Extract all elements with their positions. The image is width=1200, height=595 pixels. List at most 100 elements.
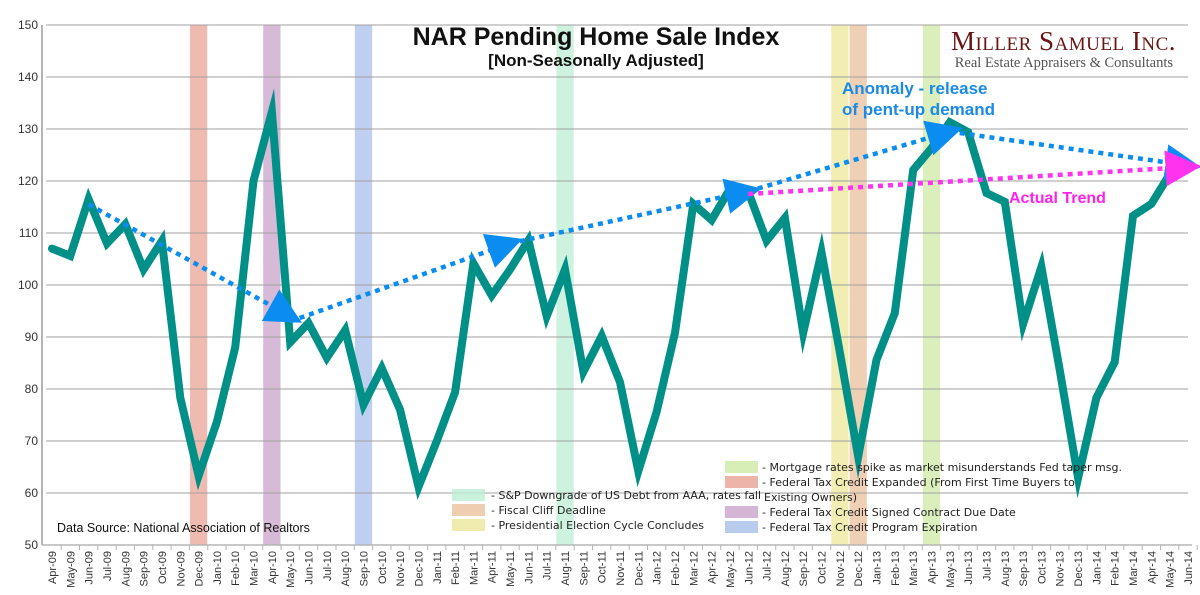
- x-tick-label: May-12: [725, 551, 737, 588]
- legend-swatch-nov-12: [452, 519, 485, 531]
- x-tick-label: Jul-11: [542, 551, 554, 580]
- x-tick-label: Apr-13: [926, 551, 938, 584]
- x-tick-label: Feb-13: [890, 551, 902, 586]
- brand-logo: Miller Samuel Inc. Real Estate Appraiser…: [951, 26, 1176, 71]
- x-tick-label: Dec-11: [633, 551, 645, 586]
- x-tick-label: Feb-12: [670, 551, 682, 586]
- x-tick-label: Feb-10: [230, 551, 242, 586]
- anomaly-annotation-line1: Anomaly - release: [842, 79, 988, 98]
- x-tick-label: Jan-13: [872, 551, 884, 585]
- legend-label-apr-10: - Federal Tax Credit Signed Contract Due…: [762, 506, 1016, 519]
- x-tick-label: Jul-09: [102, 551, 114, 581]
- x-tick-label: Mar-10: [249, 551, 261, 586]
- x-tick-label: Nov-09: [175, 551, 187, 586]
- legend-label-dec-09: - Federal Tax Credit Expanded (From Firs…: [762, 476, 1075, 489]
- x-tick-label: Jan-10: [212, 551, 224, 585]
- legend-label-sep-10: - Federal Tax Credit Program Expiration: [762, 521, 978, 534]
- x-tick-label: Nov-12: [835, 551, 847, 586]
- x-tick-label: Apr-11: [487, 551, 499, 583]
- y-tick-label: 70: [25, 434, 39, 448]
- x-tick-label: May-09: [65, 551, 77, 588]
- x-tick-label: May-14: [1165, 551, 1177, 588]
- x-tick-label: Sep-11: [578, 551, 590, 586]
- x-tick-label: Jul-12: [762, 551, 774, 581]
- x-tick-label: Jan-11: [432, 551, 444, 584]
- y-tick-label: 130: [18, 122, 38, 136]
- data-series: [48, 88, 1192, 500]
- y-tick-label: 90: [25, 330, 39, 344]
- anomaly-annotation-line2: of pent-up demand: [842, 100, 995, 119]
- x-tick-label: Sep-13: [1018, 551, 1030, 586]
- x-tick-label: Nov-10: [395, 551, 407, 586]
- y-tick-label: 80: [25, 382, 39, 396]
- x-tick-label: Jul-13: [981, 551, 993, 581]
- actual-trend-annotation: Actual Trend: [1009, 190, 1106, 207]
- x-tick-label: Sep-09: [139, 551, 151, 586]
- x-tick-label: Dec-13: [1073, 551, 1085, 586]
- data-source-label: Data Source: National Association of Rea…: [57, 521, 310, 535]
- x-tick-label: Jan-14: [1091, 551, 1103, 585]
- x-tick-label: Sep-12: [798, 551, 810, 586]
- y-tick-label: 60: [25, 486, 39, 500]
- x-tick-label: Jul-10: [322, 551, 334, 581]
- x-tick-label: Jun-09: [84, 551, 96, 585]
- x-tick-label: Jun-10: [304, 551, 316, 585]
- legend-swatch-aug-11: [452, 489, 485, 501]
- x-tick-label: Jun-11: [523, 551, 535, 584]
- x-tick-label: Oct-13: [1036, 551, 1048, 584]
- trend-lines: [87, 120, 1200, 324]
- axes: [41, 25, 1192, 546]
- x-tick-label: Sep-10: [358, 551, 370, 586]
- x-tick-label: Mar-14: [1128, 551, 1140, 586]
- x-tick-label: Aug-11: [560, 551, 572, 586]
- x-tick-label: Nov-13: [1055, 551, 1067, 586]
- legend-swatch-apr-10: [725, 506, 758, 518]
- x-tick-label: Nov-11: [615, 551, 627, 586]
- legend-label-nov-12: - Presidential Election Cycle Concludes: [491, 519, 704, 532]
- x-tick-label: Mar-12: [688, 551, 700, 586]
- brand-tagline: Real Estate Appraisers & Consultants: [955, 55, 1174, 71]
- legend-swatch-dec-09: [725, 476, 758, 488]
- legend-swatch-apr-13: [725, 461, 758, 473]
- legend-label-dec-09-cont: Existing Owners): [764, 491, 857, 504]
- blue-trend-1: [87, 202, 302, 323]
- y-tick-label: 50: [25, 538, 39, 552]
- x-tick-label: Feb-11: [450, 551, 462, 585]
- y-tick-label: 120: [18, 174, 38, 188]
- x-tick-label: Jun-13: [963, 551, 975, 585]
- x-tick-label: Feb-14: [1110, 551, 1122, 586]
- x-tick-label: Jun-14: [1183, 551, 1195, 585]
- chart-title: NAR Pending Home Sale Index: [413, 23, 780, 51]
- x-axis-ticks: Apr-09 May-09 Jun-09 Jul-09 Aug-09 Sep-09 Oct-…: [47, 545, 1198, 588]
- series-line: [48, 88, 1192, 500]
- x-tick-label: Aug-13: [1000, 551, 1012, 586]
- y-axis-ticks: 50 60 70 80 90 100 110 120 130 140 150: [18, 18, 38, 552]
- pink-actual-trend: [748, 150, 1200, 197]
- legend-label-apr-13: - Mortgage rates spike as market misunde…: [762, 461, 1122, 474]
- y-tick-label: 110: [19, 226, 38, 240]
- x-tick-label: Oct-12: [817, 551, 829, 584]
- x-tick-label: Jan-12: [652, 551, 664, 585]
- x-tick-label: Aug-10: [340, 551, 352, 586]
- x-tick-label: Oct-09: [157, 551, 169, 584]
- x-tick-label: Aug-12: [780, 551, 792, 586]
- x-tick-label: May-13: [945, 551, 957, 588]
- y-tick-label: 100: [18, 278, 38, 292]
- x-tick-label: Mar-13: [908, 551, 920, 586]
- legend-label-aug-11: - S&P Downgrade of US Debt from AAA, rat…: [491, 489, 761, 502]
- x-tick-label: Dec-09: [194, 551, 206, 586]
- x-tick-label: Apr-09: [47, 551, 59, 584]
- x-tick-label: May-10: [285, 551, 297, 588]
- blue-trend-2: [289, 233, 523, 324]
- x-tick-label: Oct-11: [597, 551, 609, 583]
- x-tick-label: Apr-14: [1146, 551, 1158, 584]
- x-tick-label: Apr-12: [707, 551, 719, 584]
- brand-name: Miller Samuel Inc.: [951, 26, 1176, 56]
- legend-swatch-sep-10: [725, 521, 758, 533]
- x-tick-label: Jun-12: [743, 551, 755, 585]
- x-tick-label: Aug-09: [120, 551, 132, 586]
- legend-label-dec-12: - Fiscal Cliff Deadline: [491, 504, 606, 517]
- x-tick-label: Mar-11: [468, 551, 480, 585]
- legend-swatch-dec-12: [452, 504, 485, 516]
